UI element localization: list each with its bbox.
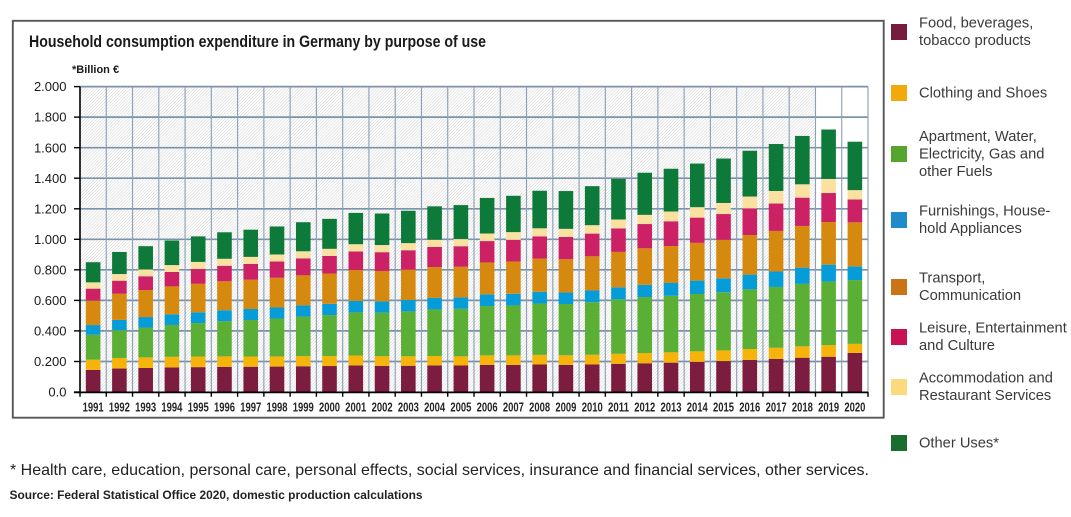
svg-text:* Health care, education, pers: * Health care, education, personal care,…: [10, 462, 869, 479]
svg-text:2020: 2020: [844, 400, 865, 415]
svg-text:Clothing and Shoes: Clothing and Shoes: [919, 86, 1047, 102]
svg-text:Accommodation and: Accommodation and: [919, 371, 1053, 387]
svg-text:2008: 2008: [529, 400, 550, 415]
svg-text:2011: 2011: [608, 400, 629, 415]
svg-text:2004: 2004: [424, 400, 446, 415]
svg-text:0.0: 0.0: [48, 385, 66, 400]
svg-text:Furnishings, House-: Furnishings, House-: [919, 204, 1051, 220]
svg-text:0.600: 0.600: [34, 293, 67, 308]
svg-text:0.200: 0.200: [34, 354, 67, 369]
svg-text:2016: 2016: [739, 400, 760, 415]
svg-text:Communication: Communication: [919, 288, 1021, 304]
svg-text:2003: 2003: [398, 400, 419, 415]
svg-text:2006: 2006: [477, 400, 498, 415]
svg-text:2012: 2012: [634, 400, 655, 415]
svg-text:2014: 2014: [687, 400, 709, 415]
svg-text:2007: 2007: [503, 400, 524, 415]
svg-text:1998: 1998: [267, 400, 288, 415]
svg-text:1997: 1997: [240, 400, 261, 415]
svg-text:1.200: 1.200: [34, 201, 67, 216]
svg-text:2.000: 2.000: [34, 79, 67, 94]
svg-text:1.800: 1.800: [34, 110, 67, 125]
svg-text:Household consumption expendit: Household consumption expenditure in Ger…: [29, 33, 486, 51]
svg-text:0.800: 0.800: [34, 262, 67, 277]
svg-text:2000: 2000: [319, 400, 340, 415]
svg-text:2013: 2013: [661, 400, 682, 415]
svg-text:Food, beverages,: Food, beverages,: [919, 16, 1033, 32]
svg-text:1995: 1995: [188, 400, 209, 415]
svg-text:Apartment, Water,: Apartment, Water,: [919, 129, 1037, 145]
svg-text:1991: 1991: [83, 400, 104, 415]
svg-text:2002: 2002: [372, 400, 393, 415]
svg-text:2018: 2018: [792, 400, 813, 415]
svg-text:2017: 2017: [766, 400, 787, 415]
svg-text:*Billion €: *Billion €: [72, 64, 119, 76]
svg-text:2005: 2005: [450, 400, 471, 415]
svg-text:other Fuels: other Fuels: [919, 164, 992, 180]
svg-text:1.000: 1.000: [34, 232, 67, 247]
svg-text:1993: 1993: [135, 400, 156, 415]
svg-text:1994: 1994: [161, 400, 183, 415]
svg-text:2001: 2001: [345, 400, 366, 415]
svg-text:1.600: 1.600: [34, 140, 67, 155]
svg-text:Restaurant Services: Restaurant Services: [919, 388, 1051, 404]
svg-text:0.400: 0.400: [34, 324, 67, 339]
svg-text:1.400: 1.400: [34, 171, 67, 186]
svg-text:2015: 2015: [713, 400, 734, 415]
svg-text:1996: 1996: [214, 400, 235, 415]
svg-text:and Culture: and Culture: [919, 338, 995, 354]
svg-text:Transport,: Transport,: [919, 271, 985, 287]
svg-text:1992: 1992: [109, 400, 130, 415]
svg-text:Source: Federal Statistical Of: Source: Federal Statistical Office 2020,…: [10, 488, 423, 502]
svg-text:2009: 2009: [555, 400, 576, 415]
svg-text:Other Uses*: Other Uses*: [919, 435, 999, 451]
svg-text:tobacco products: tobacco products: [919, 33, 1031, 49]
svg-text:2019: 2019: [818, 400, 839, 415]
svg-text:Electricity, Gas and: Electricity, Gas and: [919, 146, 1044, 162]
svg-text:Leisure, Entertainment: Leisure, Entertainment: [919, 321, 1067, 337]
svg-text:2010: 2010: [582, 400, 603, 415]
svg-text:1999: 1999: [293, 400, 314, 415]
svg-text:hold Appliances: hold Appliances: [919, 221, 1022, 237]
